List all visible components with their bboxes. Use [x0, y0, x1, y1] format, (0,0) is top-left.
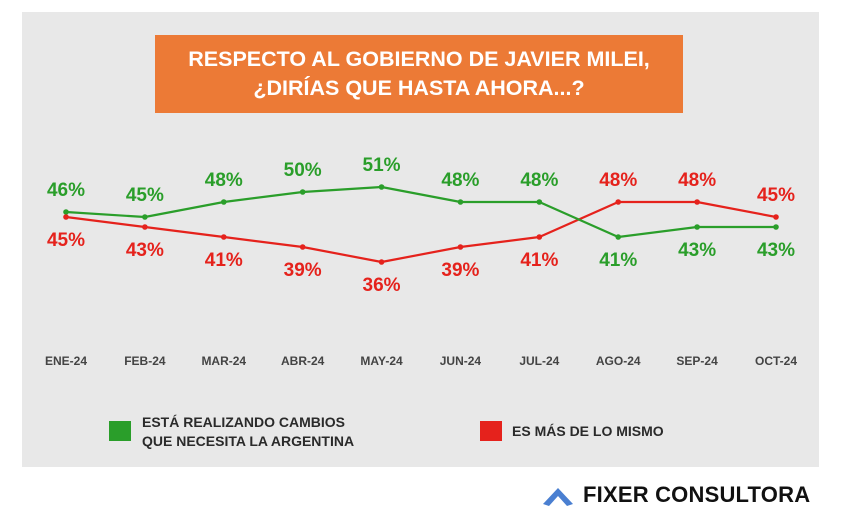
data-point-red	[536, 234, 543, 240]
data-label-red: 45%	[47, 230, 85, 251]
data-label-red: 43%	[126, 240, 164, 261]
legend-swatch-red	[480, 421, 502, 441]
data-label-red: 39%	[284, 260, 322, 281]
legend-swatch-green	[109, 421, 131, 441]
x-tick-label: ENE-24	[45, 354, 87, 368]
data-label-green: 45%	[126, 185, 164, 206]
legend-label-green-line2: QUE NECESITA LA ARGENTINA	[142, 433, 355, 449]
data-point-green	[63, 209, 69, 215]
x-tick-label: SEP-24	[676, 354, 718, 368]
chart-title-line2: ¿DIRÍAS QUE HASTA AHORA...?	[253, 76, 585, 100]
x-tick-label: OCT-24	[755, 354, 797, 368]
data-point-green	[615, 234, 622, 240]
data-point-red	[299, 244, 306, 250]
data-point-green	[378, 184, 385, 190]
data-label-red: 36%	[363, 275, 401, 296]
data-point-red	[142, 224, 148, 230]
data-label-red: 48%	[599, 170, 637, 191]
legend-label-green-line1: ESTÁ REALIZANDO CAMBIOS	[142, 414, 345, 430]
x-tick-label: MAR-24	[201, 354, 246, 368]
data-point-green	[457, 199, 464, 205]
data-label-green: 43%	[757, 240, 795, 261]
x-tick-label: FEB-24	[124, 354, 166, 368]
x-tick-label: AGO-24	[596, 354, 641, 368]
data-point-red	[63, 214, 69, 220]
data-point-green	[142, 214, 148, 220]
data-point-red	[773, 214, 779, 220]
chevron-up-icon	[543, 488, 573, 506]
data-point-red	[220, 234, 227, 240]
chart-title: RESPECTO AL GOBIERNO DE JAVIER MILEI, ¿D…	[155, 35, 683, 113]
x-tick-label: JUL-24	[519, 354, 559, 368]
brand-logo: FIXER CONSULTORA	[541, 480, 810, 510]
data-label-green: 46%	[47, 180, 85, 201]
data-point-green	[220, 199, 227, 205]
data-point-red	[615, 199, 622, 205]
x-tick-label: ABR-24	[281, 354, 325, 368]
legend-label-red-line1: ES MÁS DE LO MISMO	[512, 423, 664, 439]
data-point-green	[536, 199, 543, 205]
chart-title-line1: RESPECTO AL GOBIERNO DE JAVIER MILEI,	[188, 47, 650, 71]
data-label-green: 48%	[205, 170, 243, 191]
data-label-red: 39%	[441, 260, 479, 281]
data-point-red	[378, 259, 385, 265]
data-label-green: 41%	[599, 250, 637, 271]
data-label-green: 48%	[520, 170, 558, 191]
data-label-green: 43%	[678, 240, 716, 261]
data-label-green: 50%	[284, 160, 322, 181]
data-label-red: 41%	[205, 250, 243, 271]
data-label-green: 48%	[441, 170, 479, 191]
data-label-red: 48%	[678, 170, 716, 191]
data-label-red: 41%	[520, 250, 558, 271]
data-point-red	[457, 244, 464, 250]
x-tick-label: MAY-24	[360, 354, 403, 368]
data-point-green	[773, 224, 779, 230]
data-point-green	[694, 224, 700, 230]
data-point-red	[694, 199, 700, 205]
legend-label-green: ESTÁ REALIZANDO CAMBIOS QUE NECESITA LA …	[142, 413, 354, 451]
series-line-green	[65, 185, 776, 239]
data-label-green: 51%	[363, 155, 401, 176]
brand-name: FIXER CONSULTORA	[583, 482, 811, 507]
data-label-red: 45%	[757, 185, 795, 206]
legend-label-red: ES MÁS DE LO MISMO	[512, 422, 664, 441]
x-tick-label: JUN-24	[440, 354, 482, 368]
data-point-green	[299, 189, 306, 195]
series-line-red	[65, 200, 777, 264]
